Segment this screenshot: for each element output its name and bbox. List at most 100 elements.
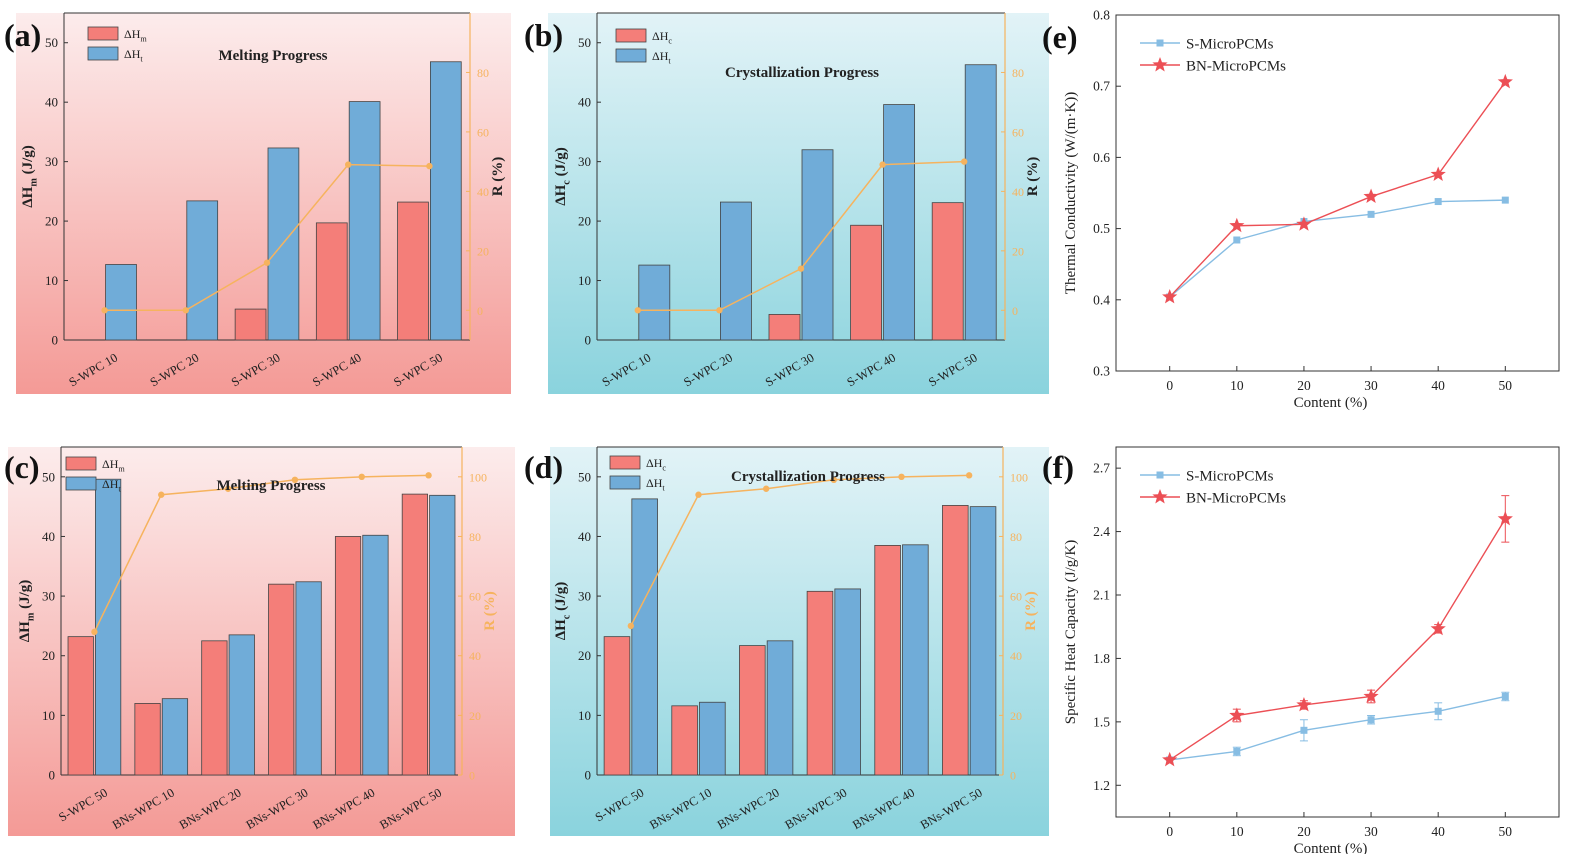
legend-label: ΔHt bbox=[652, 49, 671, 66]
y-tick-label: 2.7 bbox=[1093, 461, 1110, 476]
y2-axis-title: R (%) bbox=[1025, 157, 1041, 197]
y-tick-label: 10 bbox=[578, 708, 591, 723]
plot-frame bbox=[1115, 14, 1560, 372]
legend-label: BN-MicroPCMs bbox=[1186, 59, 1286, 75]
y-tick-label: 30 bbox=[578, 589, 591, 604]
y2-tick-label: 20 bbox=[1012, 244, 1024, 258]
legend-swatch bbox=[65, 456, 97, 471]
ratio-point bbox=[797, 265, 805, 272]
panel-label: (b) bbox=[524, 17, 563, 53]
marker-star bbox=[1363, 688, 1379, 703]
marker-star bbox=[1229, 707, 1245, 722]
marker-square bbox=[1501, 692, 1509, 700]
y-axis-title: Specific Heat Capacity (J/g/K) bbox=[1063, 540, 1079, 725]
legend-label: BN-MicroPCMs bbox=[1186, 491, 1286, 507]
y-tick-label: 40 bbox=[42, 529, 55, 544]
bar-latent bbox=[334, 536, 362, 776]
bar-total bbox=[964, 64, 997, 341]
ratio-point bbox=[425, 472, 432, 479]
y-tick-label: 10 bbox=[578, 273, 591, 288]
y2-tick-label: 20 bbox=[477, 244, 489, 258]
y2-tick-label: 60 bbox=[469, 590, 481, 604]
ratio-line bbox=[93, 474, 429, 633]
panel-label: (e) bbox=[1042, 19, 1078, 55]
y2-tick-label: 60 bbox=[477, 125, 489, 139]
legend-swatch bbox=[615, 28, 647, 43]
legend-label: ΔHc bbox=[652, 29, 672, 46]
y-tick-label: 40 bbox=[45, 95, 58, 110]
y2-tick-label: 20 bbox=[1010, 709, 1022, 723]
x-tick-label: 0 bbox=[1166, 378, 1173, 393]
y-tick-label: 20 bbox=[578, 214, 591, 229]
legend-label: S-MicroPCMs bbox=[1186, 37, 1274, 53]
panel-label: (a) bbox=[4, 17, 41, 53]
legend-label: ΔHt bbox=[124, 47, 143, 64]
y-tick-label: 50 bbox=[45, 35, 58, 50]
y-axis-title: ΔHc (J/g) bbox=[553, 147, 573, 206]
ratio-point bbox=[965, 472, 973, 479]
y-tick-label: 20 bbox=[42, 648, 55, 663]
x-tick-label: 0 bbox=[1166, 824, 1173, 839]
chart-title: Crystallization Progress bbox=[725, 65, 879, 81]
x-tick-label: 30 bbox=[1364, 824, 1378, 839]
ratio-point bbox=[91, 628, 98, 636]
y-tick-label: 1.5 bbox=[1093, 714, 1110, 729]
panel-f-specific-heat-line-chart: 1.2 1.5 1.8 2.1 2.4 2.7 0 10 20 30 40 50 Content (%)… bbox=[1042, 446, 1560, 854]
chart-title: Melting Progress bbox=[216, 478, 325, 494]
panel-label: (d) bbox=[524, 449, 563, 485]
bar-total bbox=[801, 149, 834, 341]
ratio-point bbox=[695, 491, 702, 498]
ratio-point bbox=[879, 161, 886, 168]
y-tick-label: 30 bbox=[578, 154, 591, 169]
series-line bbox=[1169, 81, 1506, 298]
bar-total bbox=[348, 101, 381, 341]
bar-total bbox=[362, 534, 389, 776]
panel-label: (c) bbox=[4, 449, 40, 485]
marker-square bbox=[1434, 707, 1442, 715]
ratio-point bbox=[101, 307, 108, 314]
bar-total bbox=[429, 494, 456, 776]
marker-square bbox=[1367, 716, 1375, 724]
ratio-point bbox=[634, 307, 641, 314]
bar-latent bbox=[201, 640, 228, 776]
marker-star bbox=[1497, 510, 1513, 526]
x-tick-label: 50 bbox=[1499, 824, 1513, 839]
y-tick-label: 1.8 bbox=[1093, 651, 1110, 666]
bar-latent bbox=[671, 705, 698, 776]
y2-tick-label: 80 bbox=[1012, 66, 1024, 80]
x-axis-title: Content (%) bbox=[1294, 395, 1368, 411]
ratio-point bbox=[224, 485, 232, 492]
legend-swatch bbox=[609, 455, 641, 470]
legend-label: ΔHt bbox=[646, 476, 665, 493]
legend-marker-square bbox=[1156, 39, 1164, 47]
ratio-point bbox=[345, 161, 352, 168]
ratio-line bbox=[630, 474, 970, 627]
x-tick-label: 30 bbox=[1364, 378, 1378, 393]
bar-latent bbox=[850, 224, 882, 341]
x-tick-label: 50 bbox=[1499, 378, 1513, 393]
y-axis-title: Thermal Conductivity (W/(m·K)) bbox=[1063, 92, 1079, 294]
y2-tick-label: 0 bbox=[477, 304, 483, 318]
y2-tick-label: 40 bbox=[1010, 649, 1022, 663]
marker-star bbox=[1296, 216, 1312, 231]
bar-total bbox=[95, 478, 122, 776]
y2-tick-label: 60 bbox=[1010, 590, 1022, 604]
marker-star bbox=[1229, 217, 1245, 233]
bar-total bbox=[883, 104, 916, 341]
legend-swatch bbox=[609, 475, 641, 490]
y-axis-title: ΔHc (J/g) bbox=[553, 582, 573, 641]
bar-total bbox=[969, 506, 997, 776]
bar-total bbox=[429, 61, 462, 341]
y2-tick-label: 80 bbox=[477, 66, 489, 80]
legend-marker-square bbox=[1156, 471, 1164, 479]
bar-latent bbox=[768, 314, 801, 341]
y2-tick-label: 0 bbox=[1010, 769, 1016, 783]
y2-axis-title: R (%) bbox=[1023, 591, 1039, 631]
bar-latent bbox=[874, 545, 901, 776]
bar-latent bbox=[315, 222, 348, 341]
legend-swatch bbox=[87, 46, 119, 61]
bar-latent bbox=[942, 505, 969, 776]
y2-axis-title: R (%) bbox=[490, 157, 506, 197]
y-tick-label: 50 bbox=[42, 469, 55, 484]
